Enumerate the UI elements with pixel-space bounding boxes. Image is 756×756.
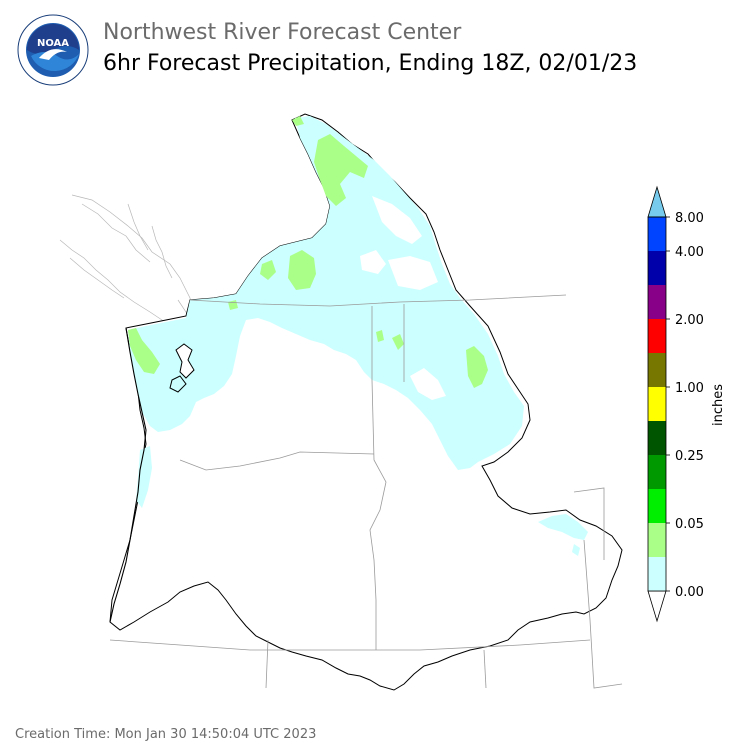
state-boundaries <box>109 294 623 689</box>
legend-color-segment <box>648 557 666 591</box>
legend-tick-label: 0.25 <box>675 449 704 464</box>
puget-sound <box>175 343 195 379</box>
noaa-logo: NOAA <box>17 14 89 86</box>
legend-color-segment <box>648 217 666 251</box>
legend-extend-low <box>647 590 667 623</box>
legend-colorbar <box>647 185 667 623</box>
legend-color-segment <box>648 285 666 319</box>
legend-unit-label: inches <box>711 384 726 426</box>
creation-time: Creation Time: Mon Jan 30 14:50:04 UTC 2… <box>15 727 317 742</box>
legend-color-segment <box>648 251 666 285</box>
legend-color-segment <box>648 353 666 387</box>
legend-tick-label: 1.00 <box>675 381 704 396</box>
legend-color-segment <box>648 387 666 421</box>
legend-tick-label: 0.00 <box>675 585 704 600</box>
legend-tick-label: 2.00 <box>675 313 704 328</box>
page-title: Northwest River Forecast Center <box>103 20 462 45</box>
legend-tick-label: 0.05 <box>675 517 704 532</box>
legend-color-segment <box>648 489 666 523</box>
coastline <box>109 327 147 623</box>
logo-text: NOAA <box>37 38 69 49</box>
legend-color-segment <box>648 523 666 557</box>
precip-gaps <box>360 196 446 400</box>
legend-tick-label: 8.00 <box>675 211 704 226</box>
legend-color-segment <box>648 319 666 353</box>
legend-color-segment <box>648 455 666 489</box>
legend-ticks: 0.00 0.05 0.25 1.00 2.00 4.00 8.00 <box>666 211 704 600</box>
page-subtitle: 6hr Forecast Precipitation, Ending 18Z, … <box>103 51 638 76</box>
legend-color-segment <box>648 421 666 455</box>
legend-tick-label: 4.00 <box>675 245 704 260</box>
legend-frame <box>647 216 667 592</box>
puget-sound-south <box>169 375 187 393</box>
legend-extend-high <box>647 185 667 218</box>
